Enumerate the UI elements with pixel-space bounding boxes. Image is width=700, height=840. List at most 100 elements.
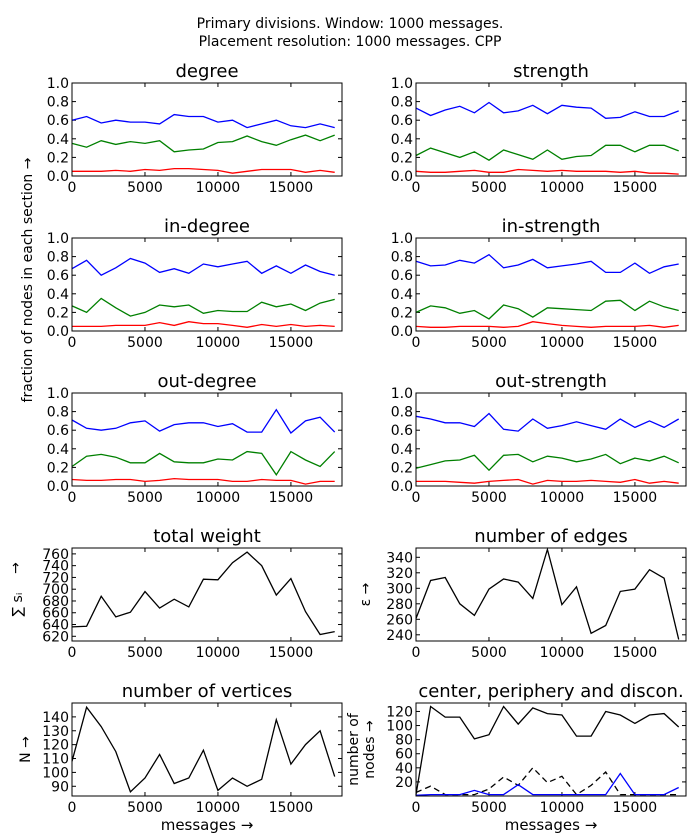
y-tick-label: 300 [386,581,413,597]
series-line-0 [415,253,679,275]
x-tick-label: 0 [68,800,77,816]
series-line-1 [415,766,679,796]
series-line-1 [71,297,335,317]
series-line-0 [71,257,335,276]
series-line-0 [71,705,336,793]
chart-title: in-strength [502,216,601,237]
x-tick-label: 10000 [540,645,585,661]
x-tick-label: 15000 [269,800,314,816]
y-tick-label: 0.0 [47,324,69,340]
x-tick-label: 10000 [196,800,241,816]
y-tick-label: 0.6 [391,113,413,129]
series-line-0 [415,547,680,640]
y-tick-label: 80 [395,733,413,749]
y-tick-label: 120 [386,704,413,720]
axes-frame [71,237,343,332]
axes-frame [415,392,687,487]
y-tick-label: 0.6 [47,268,69,284]
y-tick-label: 240 [386,628,413,644]
x-tick-label: 5000 [471,335,507,351]
chart-title: total weight [153,526,261,547]
axes-frame [415,237,687,332]
x-axis-label: messages → [161,816,254,834]
y-tick-label: 280 [386,597,413,613]
y-axis-label: ε → [358,582,374,606]
axes-frame [415,702,687,797]
x-tick-label: 0 [68,645,77,661]
chart-title: degree [175,61,238,82]
y-tick-label: 0.4 [47,287,69,303]
y-tick-label: 680 [42,594,69,610]
y-tick-label: 0.2 [47,305,69,321]
y-axis-label-line1: number of [346,712,362,786]
x-tick-label: 10000 [540,490,585,506]
x-tick-label: 0 [412,490,421,506]
series-line-1 [71,134,335,153]
y-tick-label: 660 [42,606,69,622]
x-tick-label: 15000 [613,645,658,661]
chart-in-degree: in-degree 0 5000 10000 15000 0.0 0.2 0.4 0.6 0.8 1… [47,216,343,351]
x-tick-label: 15000 [269,335,314,351]
x-tick-label: 15000 [613,335,658,351]
y-tick-label: 0.4 [391,442,413,458]
series-line-0 [71,113,335,129]
y-tick-label: 0.8 [47,95,69,111]
series-line-1 [415,144,679,161]
chart-title: number of vertices [122,681,293,702]
y-tick-label: 100 [42,765,69,781]
y-tick-label: 1.0 [47,386,69,402]
fraction-ylabel: fraction of nodes in each section → [20,157,36,402]
y-tick-label: 0.8 [391,95,413,111]
axes-frame [71,82,343,177]
x-tick-label: 5000 [471,645,507,661]
y-tick-label: 130 [42,724,69,740]
figure-suptitle-line2: Placement resolution: 1000 messages. CPP [199,34,502,50]
series-line-0 [71,551,335,636]
x-tick-label: 5000 [127,180,163,196]
y-tick-label: 0.8 [391,405,413,421]
y-tick-label: 0.6 [391,423,413,439]
y-axis-label: N → [18,736,34,763]
y-tick-label: 700 [42,582,69,598]
x-tick-label: 5000 [127,335,163,351]
y-tick-label: 0.4 [391,132,413,148]
x-tick-label: 10000 [540,335,585,351]
x-tick-label: 10000 [196,180,241,196]
y-tick-label: 0.6 [391,268,413,284]
y-tick-label: 20 [395,775,413,791]
series-line-1 [415,453,679,472]
y-tick-label: 1.0 [391,76,413,92]
chart-degree: degree 0 5000 10000 15000 0.0 0.2 0.4 0.6 0.8 1.0 [47,61,343,196]
series-line-2 [415,321,679,328]
axes-frame [71,392,343,487]
x-tick-label: 0 [412,645,421,661]
y-tick-label: 1.0 [47,231,69,247]
y-tick-label: 320 [386,566,413,582]
y-tick-label: 0.4 [47,132,69,148]
chart-number-of-vertices: number of vertices 0 5000 10000 15000 9010011… [18,681,343,834]
series-line-0 [415,412,680,432]
x-tick-label: 15000 [613,490,658,506]
y-tick-label: 340 [386,550,413,566]
y-axis-label: ∑ sᵢ [10,593,26,617]
y-tick-label: 0.2 [391,150,413,166]
y-tick-label: 0.4 [391,287,413,303]
x-tick-label: 10000 [196,490,241,506]
y-tick-label: 0.6 [47,423,69,439]
y-tick-label: 0.2 [391,305,413,321]
y-tick-label: 0.0 [391,479,413,495]
y-axis-label-line2: nodes → [362,720,378,779]
chart-out-degree: out-degree 0 5000 10000 15000 0.0 0.2 0.4 0.6 0.8… [47,371,343,506]
y-tick-label: 140 [42,710,69,726]
x-tick-label: 5000 [471,180,507,196]
series-line-0 [415,705,680,795]
y-tick-label: 0.8 [47,405,69,421]
y-tick-label: 720 [42,570,69,586]
chart-in-strength: in-strength 0 5000 10000 15000 0.0 0.2 0.4 0.6 0.… [391,216,687,351]
y-tick-label: 0.0 [47,169,69,185]
chart-title: strength [513,61,589,82]
chart-center-periphery: center, periphery and discon. 0 5000 10000 1… [346,681,687,834]
